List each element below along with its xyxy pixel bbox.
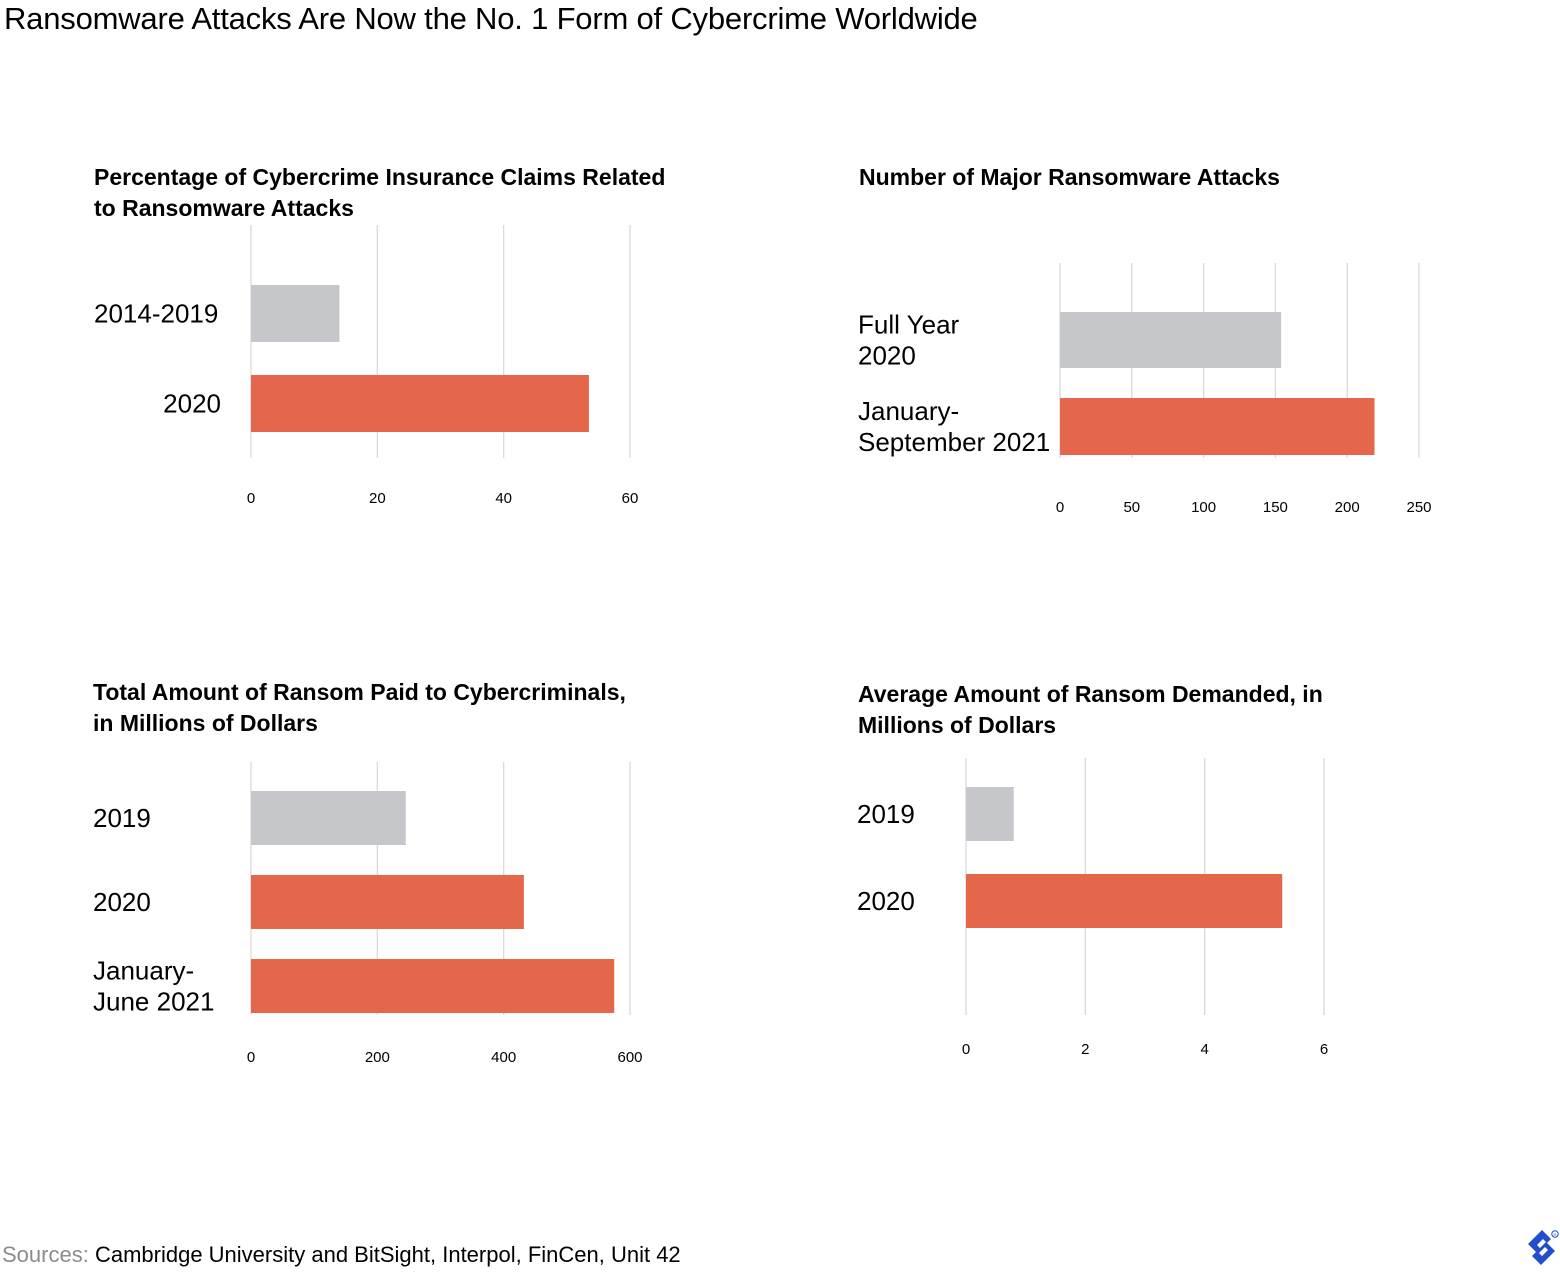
- x-tick-label: 0: [247, 490, 255, 507]
- category-label: 2020: [857, 886, 915, 916]
- sources-text: Cambridge University and BitSight, Inter…: [94, 1242, 681, 1267]
- chart-1: 0 20 40 60 2014-2019 2020: [94, 225, 638, 507]
- chart-title: Percentage of Cybercrime Insurance Claim…: [94, 162, 665, 224]
- bar: [251, 285, 340, 342]
- category-label: 2020: [163, 389, 221, 419]
- x-tick-label: 200: [1335, 499, 1360, 516]
- chart-title: Number of Major Ransomware Attacks: [859, 162, 1280, 193]
- category-label: 2019: [93, 803, 151, 833]
- x-tick-label: 0: [247, 1049, 255, 1066]
- chart-4: 0 2 4 6 2019 2020: [857, 758, 1328, 1058]
- category-label: Full Year: [858, 310, 960, 340]
- bar: [251, 875, 524, 929]
- chart-title-line: Number of Major Ransomware Attacks: [859, 164, 1280, 190]
- x-tick-label: 250: [1406, 499, 1431, 516]
- x-tick-label: 100: [1191, 499, 1216, 516]
- svg-text:R: R: [1554, 1232, 1557, 1237]
- chart-title-line: in Millions of Dollars: [93, 710, 318, 736]
- bar: [251, 791, 406, 845]
- category-label: June 2021: [93, 987, 214, 1017]
- x-tick-label: 0: [1056, 499, 1064, 516]
- bar: [1060, 312, 1282, 368]
- x-tick-label: 600: [617, 1049, 642, 1066]
- category-label: September 2021: [858, 427, 1050, 457]
- category-label: 2020: [858, 341, 916, 371]
- x-tick-label: 60: [622, 490, 639, 507]
- chart-title-line: Percentage of Cybercrime Insurance Claim…: [94, 164, 666, 190]
- toptal-logo-icon: R: [1522, 1228, 1560, 1270]
- chart-title: Total Amount of Ransom Paid to Cybercrim…: [93, 677, 626, 739]
- sources-note: Sources: Cambridge University and BitSig…: [2, 1242, 681, 1268]
- bar: [1060, 398, 1375, 455]
- category-label: January-: [93, 956, 194, 986]
- bar: [966, 874, 1283, 928]
- x-tick-label: 150: [1263, 499, 1288, 516]
- x-tick-label: 50: [1123, 499, 1140, 516]
- chart-title-line: Millions of Dollars: [858, 712, 1057, 738]
- chart-title: Average Amount of Ransom Demanded, in Mi…: [858, 679, 1323, 741]
- category-label: January-: [858, 396, 959, 426]
- x-tick-label: 200: [365, 1049, 390, 1066]
- bar: [251, 959, 615, 1013]
- chart-3: 0 200 400 600 2019 2020 January-June 2021: [93, 762, 643, 1066]
- x-tick-label: 2: [1081, 1041, 1089, 1058]
- page-title: Ransomware Attacks Are Now the No. 1 For…: [4, 1, 978, 36]
- chart-title-line: Average Amount of Ransom Demanded, in: [858, 681, 1323, 707]
- category-label: 2019: [857, 799, 915, 829]
- x-tick-label: 40: [495, 490, 512, 507]
- x-tick-label: 20: [369, 490, 386, 507]
- bar: [251, 375, 589, 432]
- x-tick-label: 0: [962, 1041, 970, 1058]
- chart-title-line: to Ransomware Attacks: [94, 195, 354, 221]
- x-tick-label: 6: [1320, 1041, 1328, 1058]
- sources-label: Sources:: [2, 1242, 89, 1267]
- bar: [966, 787, 1014, 841]
- x-tick-label: 400: [491, 1049, 516, 1066]
- category-label: 2014-2019: [94, 299, 218, 329]
- category-label: 2020: [93, 887, 151, 917]
- x-tick-label: 4: [1200, 1041, 1208, 1058]
- chart-title-line: Total Amount of Ransom Paid to Cybercrim…: [93, 679, 626, 705]
